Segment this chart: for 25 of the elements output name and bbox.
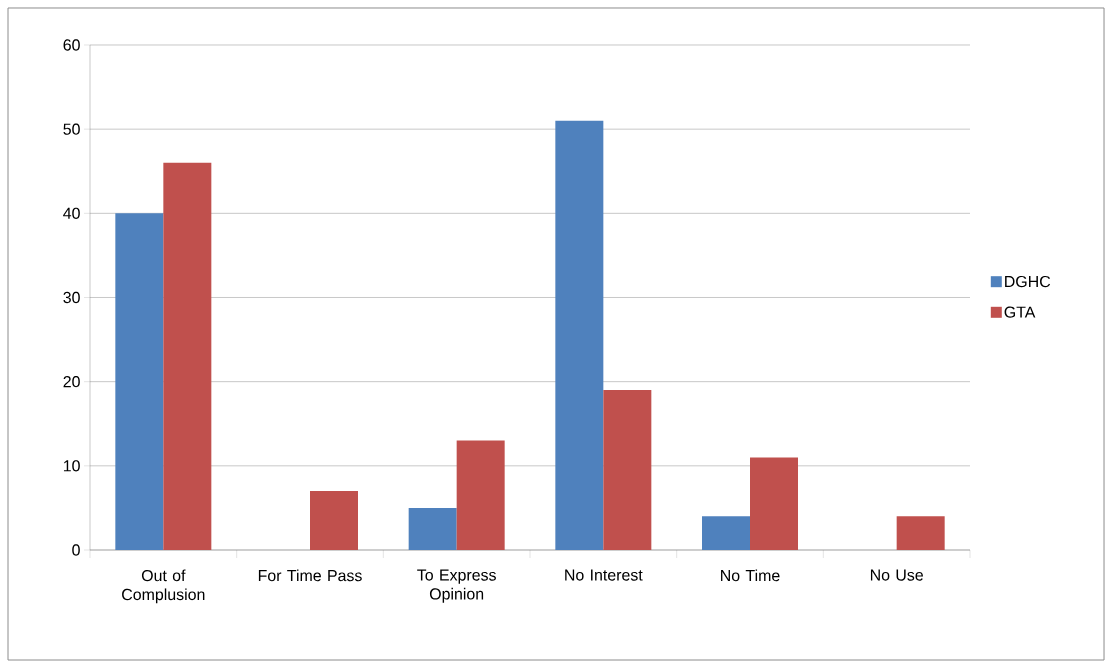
bar: [408, 507, 457, 550]
x-tick-label: Out of Complusion: [122, 569, 205, 604]
bar: [896, 516, 945, 550]
bar: [456, 440, 505, 550]
bar: [115, 213, 164, 550]
x-tick-label: To Express Opinion: [417, 569, 496, 603]
legend-label: GTA: [1004, 306, 1036, 318]
y-tick-label: 50: [63, 123, 80, 135]
bar: [555, 120, 604, 550]
legend-label: DGHC: [1005, 275, 1051, 288]
y-tick-label: 60: [63, 39, 80, 51]
x-tick-label: No Use: [870, 569, 923, 581]
bar: [603, 390, 652, 550]
y-tick-label: 10: [63, 460, 80, 472]
bar: [310, 491, 358, 550]
x-tick-label: For Time Pass: [258, 569, 362, 582]
y-tick-label: 40: [63, 207, 80, 219]
bar: [702, 516, 750, 550]
x-tick-label: No Time: [721, 569, 780, 582]
y-tick-label: 20: [63, 376, 80, 388]
bar: [750, 457, 798, 550]
bar: [163, 162, 212, 550]
y-tick-label: 30: [63, 291, 80, 304]
x-tick-label: No Interest: [565, 569, 643, 581]
y-tick-label: 0: [72, 544, 80, 556]
